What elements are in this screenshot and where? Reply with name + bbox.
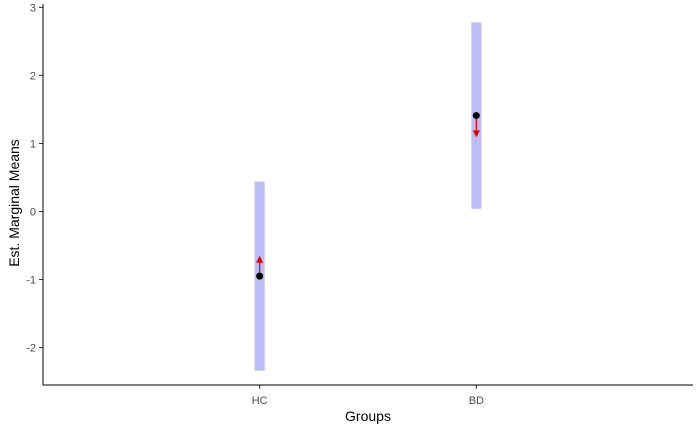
y-tick-label: -2	[26, 343, 36, 355]
y-tick-label: -1	[26, 275, 36, 287]
y-tick-label: 2	[30, 70, 36, 82]
estimate-point	[256, 272, 264, 280]
y-axis-ticks: -2 -1 0 1 2 3	[26, 2, 43, 355]
x-axis-ticks: HC BD	[252, 385, 484, 407]
comparison-arrow-head	[472, 130, 480, 138]
plot-marks	[254, 22, 482, 371]
y-tick-label: 1	[30, 138, 36, 150]
x-tick-label: BD	[469, 395, 484, 407]
x-axis-title: Groups	[345, 408, 391, 424]
comparison-arrow-head	[256, 255, 264, 263]
y-tick-label: 0	[30, 207, 36, 219]
y-axis-title: Est. Marginal Means	[6, 139, 22, 267]
y-tick-label: 3	[30, 2, 36, 14]
estimate-point	[472, 112, 480, 120]
x-tick-label: HC	[252, 395, 268, 407]
